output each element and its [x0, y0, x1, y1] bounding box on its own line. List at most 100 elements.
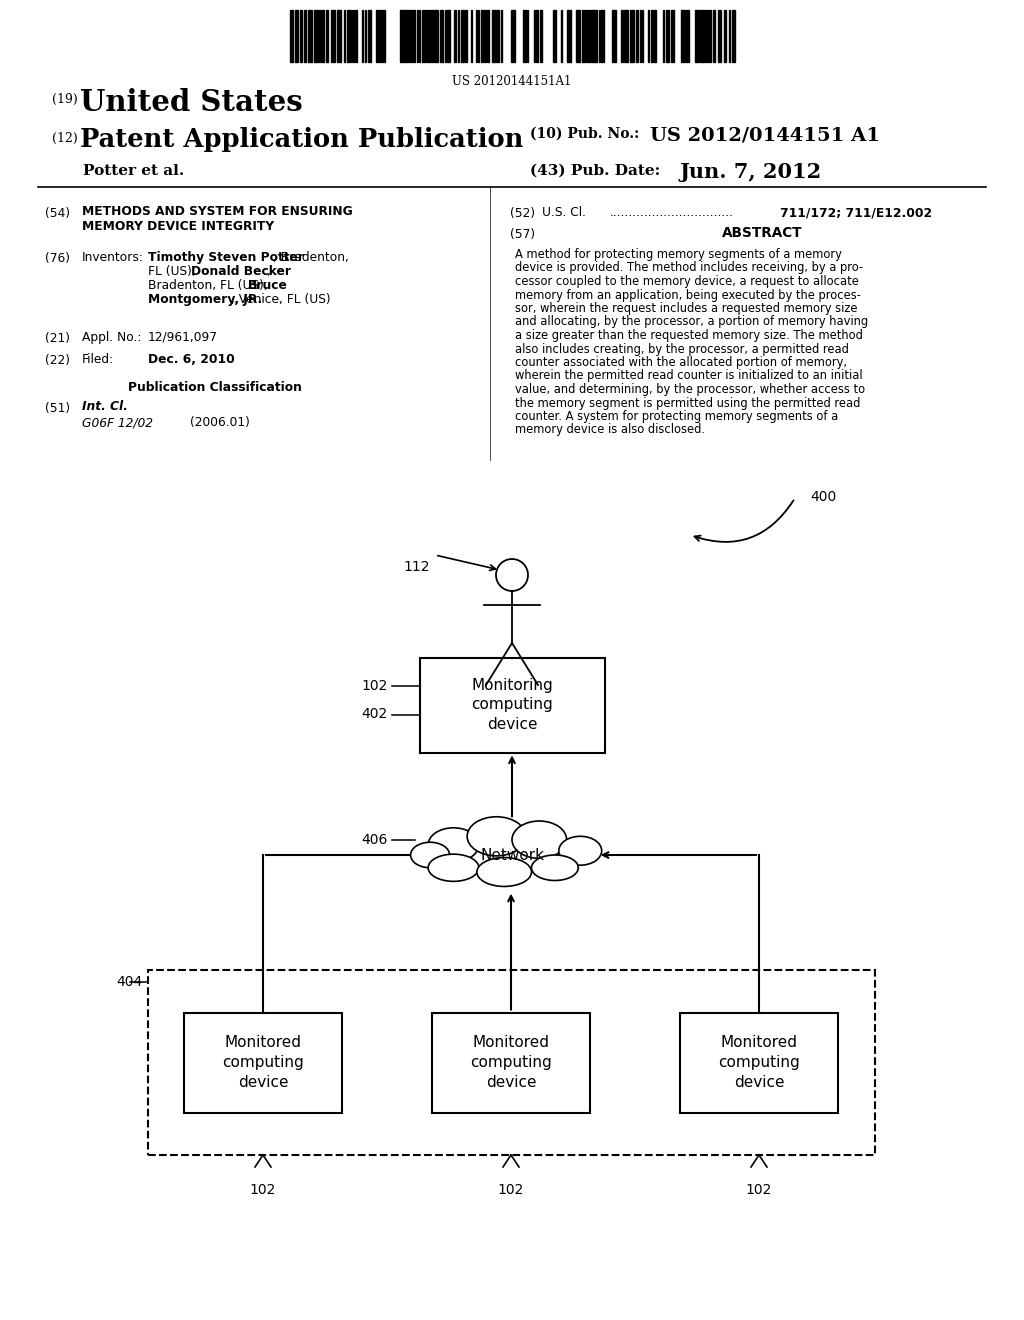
Bar — [511, 11, 515, 62]
Text: (19): (19) — [52, 92, 78, 106]
Text: ,: , — [266, 265, 270, 279]
Bar — [404, 11, 406, 62]
Bar — [447, 11, 450, 62]
Bar — [540, 11, 542, 62]
Text: Potter et al.: Potter et al. — [83, 164, 184, 178]
Text: (43) Pub. Date:: (43) Pub. Date: — [530, 164, 660, 178]
Bar — [406, 11, 408, 62]
Text: Bradenton, FL (US);: Bradenton, FL (US); — [148, 279, 271, 292]
Text: 406: 406 — [361, 833, 388, 847]
Text: ABSTRACT: ABSTRACT — [722, 226, 802, 240]
Text: Monitored
computing
device: Monitored computing device — [222, 1035, 304, 1090]
Ellipse shape — [531, 855, 579, 880]
Bar — [481, 11, 483, 62]
Text: 102: 102 — [745, 1183, 772, 1197]
Text: US 2012/0144151 A1: US 2012/0144151 A1 — [650, 127, 880, 145]
Text: 102: 102 — [361, 678, 388, 693]
Bar — [621, 11, 623, 62]
Text: Dec. 6, 2010: Dec. 6, 2010 — [148, 352, 234, 366]
Text: Monitored
computing
device: Monitored computing device — [718, 1035, 800, 1090]
Text: ................................: ................................ — [610, 206, 734, 219]
Text: a size greater than the requested memory size. The method: a size greater than the requested memory… — [515, 329, 863, 342]
Bar — [326, 11, 328, 62]
Text: memory from an application, being executed by the proces-: memory from an application, being execut… — [515, 289, 861, 301]
Bar — [431, 11, 433, 62]
Text: also includes creating, by the processor, a permitted read: also includes creating, by the processor… — [515, 342, 849, 355]
Bar — [290, 11, 293, 62]
Bar — [382, 11, 385, 62]
Bar — [523, 11, 526, 62]
Ellipse shape — [512, 821, 566, 858]
Bar — [348, 11, 350, 62]
Bar — [591, 11, 593, 62]
Text: the memory segment is permitted using the permitted read: the memory segment is permitted using th… — [515, 396, 860, 409]
Bar — [553, 11, 556, 62]
Bar — [379, 11, 381, 62]
Text: , Bradenton,: , Bradenton, — [273, 251, 349, 264]
Text: Int. Cl.: Int. Cl. — [82, 400, 128, 413]
Bar — [624, 11, 628, 62]
Bar — [368, 11, 371, 62]
Text: and allocating, by the processor, a portion of memory having: and allocating, by the processor, a port… — [515, 315, 868, 329]
Bar — [681, 11, 685, 62]
Bar — [295, 11, 297, 62]
Text: value, and determining, by the processor, whether access to: value, and determining, by the processor… — [515, 383, 865, 396]
Text: memory device is also disclosed.: memory device is also disclosed. — [515, 424, 705, 437]
Text: 711/172; 711/E12.002: 711/172; 711/E12.002 — [780, 206, 932, 219]
Bar — [695, 11, 699, 62]
Bar — [454, 11, 456, 62]
Bar — [492, 11, 494, 62]
Bar — [413, 11, 415, 62]
Text: sor, wherein the request includes a requested memory size: sor, wherein the request includes a requ… — [515, 302, 857, 315]
Bar — [304, 11, 306, 62]
Bar — [308, 11, 312, 62]
Bar — [708, 11, 710, 62]
Text: FL (US);: FL (US); — [148, 265, 200, 279]
Bar — [331, 11, 335, 62]
Ellipse shape — [428, 854, 479, 882]
Bar — [422, 11, 426, 62]
Text: Montgomery, JR.: Montgomery, JR. — [148, 293, 262, 306]
Bar — [636, 11, 638, 62]
Bar — [487, 11, 489, 62]
Bar — [582, 11, 586, 62]
Text: US 20120144151A1: US 20120144151A1 — [453, 75, 571, 88]
Text: 12/961,097: 12/961,097 — [148, 331, 218, 345]
Text: 402: 402 — [361, 708, 388, 722]
Text: Bruce: Bruce — [248, 279, 288, 292]
Bar — [575, 11, 580, 62]
Text: (2006.01): (2006.01) — [190, 416, 250, 429]
Bar — [432, 1012, 590, 1113]
Text: Monitoring
computing
device: Monitoring computing device — [471, 677, 553, 733]
Bar — [148, 970, 874, 1155]
Bar — [718, 11, 721, 62]
Text: Timothy Steven Potter: Timothy Steven Potter — [148, 251, 304, 264]
Text: 404: 404 — [117, 975, 143, 989]
Bar — [686, 11, 689, 62]
Bar — [434, 11, 438, 62]
Bar — [465, 11, 467, 62]
Text: METHODS AND SYSTEM FOR ENSURING: METHODS AND SYSTEM FOR ENSURING — [82, 205, 352, 218]
Text: Filed:: Filed: — [82, 352, 114, 366]
Text: wherein the permitted read counter is initialized to an initial: wherein the permitted read counter is in… — [515, 370, 862, 383]
Bar — [321, 11, 324, 62]
Text: (57): (57) — [510, 228, 536, 242]
Text: Appl. No.:: Appl. No.: — [82, 331, 141, 345]
Bar — [427, 11, 430, 62]
Bar — [337, 11, 341, 62]
Bar — [612, 11, 616, 62]
Text: 102: 102 — [498, 1183, 524, 1197]
Bar — [567, 11, 571, 62]
Ellipse shape — [411, 842, 450, 867]
Bar — [536, 11, 538, 62]
Text: MEMORY DEVICE INTEGRITY: MEMORY DEVICE INTEGRITY — [82, 220, 274, 234]
Bar — [355, 11, 357, 62]
Bar — [376, 11, 378, 62]
Bar — [440, 11, 443, 62]
Text: (22): (22) — [45, 354, 70, 367]
Bar — [705, 11, 707, 62]
Text: U.S. Cl.: U.S. Cl. — [542, 206, 586, 219]
Bar — [409, 11, 412, 62]
Text: Donald Becker: Donald Becker — [191, 265, 291, 279]
Bar — [666, 11, 669, 62]
